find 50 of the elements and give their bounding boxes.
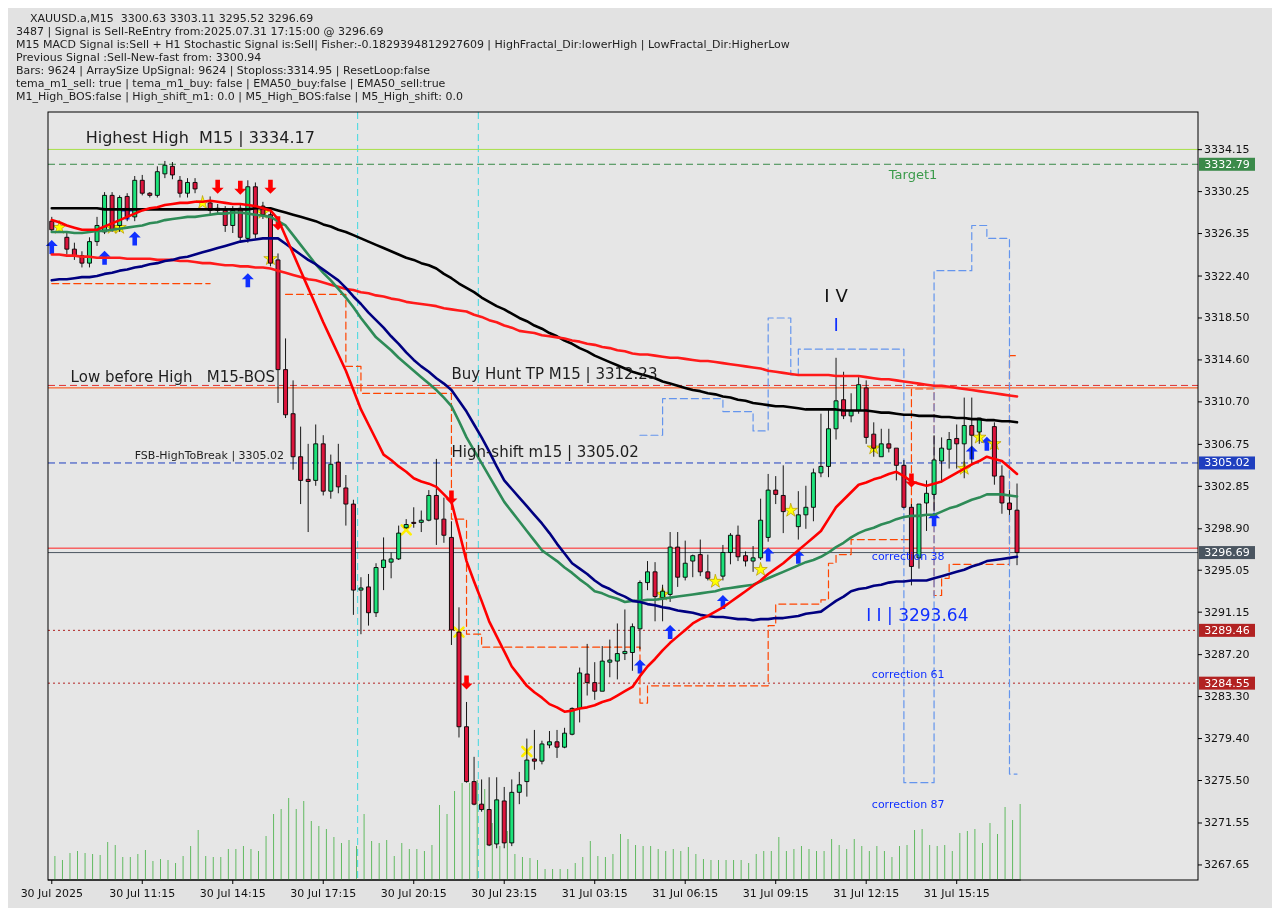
y-tick-label: 3271.55: [1204, 816, 1250, 830]
text: tema_m1_sell: true | tema_m1_buy: false | EMA50_buy:false | EMA50_sell:true: [16, 77, 446, 90]
x-tick-label: 31 Jul 06:15: [652, 887, 719, 900]
ref-line-label: 3305.02: [1204, 456, 1250, 470]
x-tick-label: 30 Jul 11:15: [109, 887, 176, 900]
x-tick-label: 31 Jul 09:15: [742, 887, 809, 900]
y-tick-label: 3306.75: [1204, 437, 1250, 451]
x-tick-label: 31 Jul 15:15: [923, 887, 990, 900]
y-tick-label: 3322.40: [1204, 269, 1250, 283]
y-tick-label: 3326.35: [1204, 227, 1250, 241]
y-tick-label: 3302.85: [1204, 479, 1250, 493]
text: M1_High_BOS:false | High_shift_m1: 0.0 | M5_High_BOS:false | M5_High_shift: 0.0: [16, 90, 464, 103]
text: M15 MACD Signal is:Sell + H1 Stochastic Signal is:Sell| Fisher:-0.1829394812927609 | HighFractal_Dir:lowerHigh | LowFractal_Dir:HigherLow: [16, 38, 790, 51]
y-tick-label: 3295.05: [1204, 563, 1250, 577]
y-tick-label: 3267.65: [1204, 858, 1250, 872]
annotation: I I | 3293.64: [866, 605, 969, 626]
y-tick-label: 3318.50: [1204, 311, 1250, 325]
text: 3487 | Signal is Sell-ReEntry from:2025.07.31 17:15:00 @ 3296.69: [16, 25, 384, 38]
ref-line-label: 3296.69: [1204, 546, 1250, 560]
x-tick-label: 30 Jul 14:15: [199, 887, 266, 900]
y-tick-label: 3287.20: [1204, 648, 1250, 662]
x-tick-label: 30 Jul 20:15: [380, 887, 447, 900]
chart-title: XAUUSD.a,M15 3300.63 3303.11 3295.52 3296.69: [30, 12, 314, 25]
text: Bars: 9624 | ArraySize UpSignal: 9624 | Stoploss:3314.95 | ResetLoop:false: [16, 64, 431, 77]
x-tick-label: 31 Jul 12:15: [833, 887, 900, 900]
annotation: Target1: [887, 167, 938, 183]
x-tick-label: 30 Jul 17:15: [290, 887, 357, 900]
y-tick-label: 3291.15: [1204, 605, 1250, 619]
x-tick-label: 30 Jul 23:15: [471, 887, 538, 900]
y-tick-label: 3279.40: [1204, 732, 1250, 746]
y-tick-label: 3298.90: [1204, 522, 1250, 536]
annotation: I: [833, 313, 839, 335]
y-tick-label: 3334.15: [1204, 143, 1250, 157]
y-tick-label: 3283.30: [1204, 690, 1250, 704]
annotation: correction 61: [871, 668, 945, 682]
y-tick-label: 3275.50: [1204, 774, 1250, 787]
annotation: I V: [824, 284, 849, 306]
annotation: correction 87: [871, 797, 945, 811]
annotation: Low before High M15-BOS: [70, 367, 276, 386]
text: Previous Signal :Sell-New-fast from: 3300.94: [16, 51, 262, 64]
x-tick-label: 31 Jul 03:15: [561, 887, 628, 900]
y-tick-label: 3310.70: [1204, 395, 1250, 409]
y-tick-label: 3330.25: [1204, 185, 1250, 199]
annotation: FSB-HighToBreak | 3305.02: [134, 448, 285, 462]
annotation: Highest High M15 | 3334.17: [85, 128, 315, 148]
ref-line-label: 3289.46: [1204, 623, 1250, 637]
ref-line-label: 3284.55: [1204, 676, 1250, 690]
y-tick-label: 3314.60: [1204, 353, 1250, 367]
ref-line-label: 3332.79: [1204, 157, 1250, 171]
x-tick-label: 30 Jul 2025: [20, 887, 83, 900]
